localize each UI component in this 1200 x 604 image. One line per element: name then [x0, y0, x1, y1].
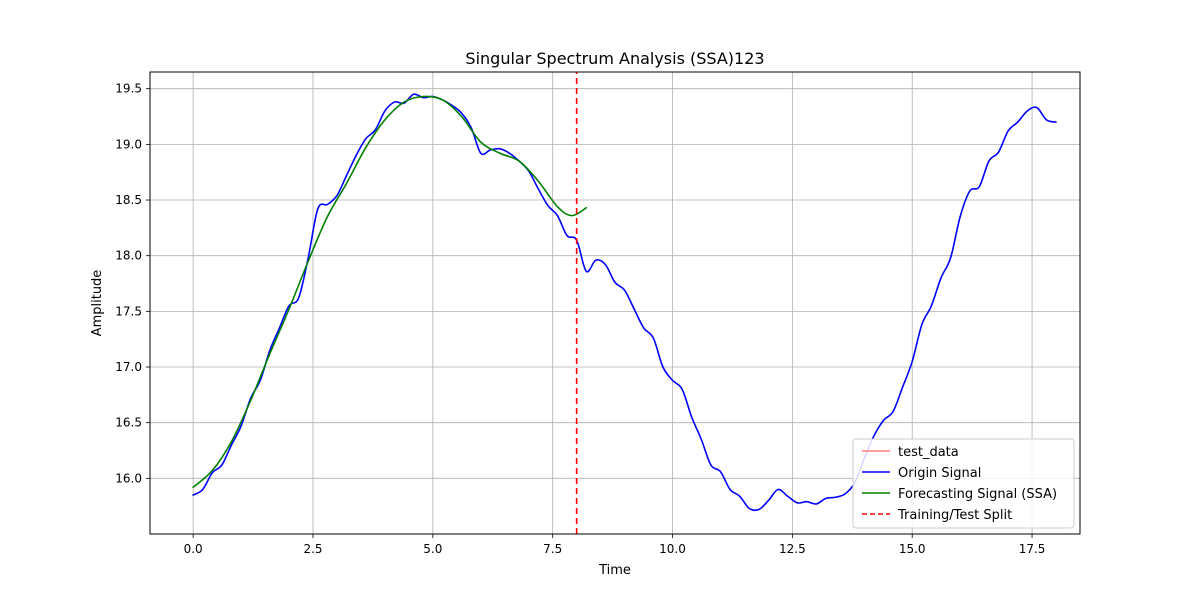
y-tick-label: 19.5 — [115, 82, 142, 96]
y-axis: 16.0 16.5 17.0 17.5 18.0 18.5 19.0 19.5 — [115, 82, 150, 485]
x-axis-label: Time — [598, 563, 631, 578]
x-tick-label: 5.0 — [423, 542, 442, 556]
y-axis-label: Amplitude — [90, 270, 105, 337]
y-tick-label: 17.5 — [115, 304, 142, 318]
y-tick-label: 18.5 — [115, 193, 142, 207]
legend-label-test-data: test_data — [898, 445, 959, 460]
y-tick-label: 19.0 — [115, 137, 142, 151]
grid-layer — [150, 72, 1080, 534]
x-tick-label: 15.0 — [899, 542, 926, 556]
legend: test_data Origin Signal Forecasting Sign… — [852, 438, 1075, 529]
chart-title: Singular Spectrum Analysis (SSA)123 — [465, 49, 764, 68]
x-tick-label: 10.0 — [659, 542, 686, 556]
y-tick-label: 18.0 — [115, 249, 142, 263]
x-tick-label: 12.5 — [779, 542, 806, 556]
y-tick-label: 16.0 — [115, 471, 142, 485]
series-line-forecast-signal — [192, 95, 588, 489]
x-axis: 0.0 2.5 5.0 7.5 10.0 12.5 15.0 17.5 — [184, 534, 1046, 556]
legend-label-forecast-signal: Forecasting Signal (SSA) — [898, 487, 1057, 502]
y-tick-label: 17.0 — [115, 360, 142, 374]
legend-label-origin-signal: Origin Signal — [898, 466, 981, 481]
plot-frame — [149, 71, 1081, 535]
x-tick-label: 7.5 — [543, 542, 562, 556]
series-line-origin-signal — [192, 93, 1057, 512]
x-tick-label: 17.5 — [1019, 542, 1046, 556]
legend-label-train-test-split: Training/Test Split — [897, 508, 1012, 523]
y-tick-label: 16.5 — [115, 416, 142, 430]
x-tick-label: 2.5 — [303, 542, 322, 556]
legend-frame — [852, 438, 1075, 529]
x-tick-label: 0.0 — [184, 542, 203, 556]
series-layer — [192, 72, 1057, 534]
